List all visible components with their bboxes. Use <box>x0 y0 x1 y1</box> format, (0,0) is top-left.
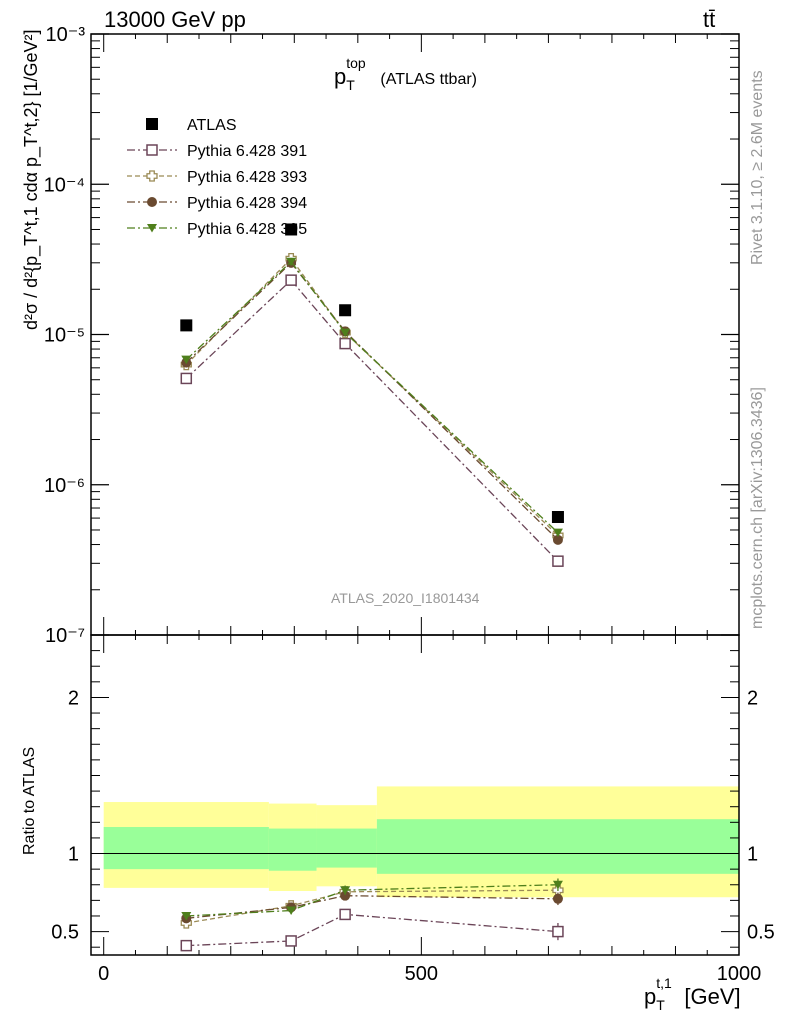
ratio-data-point <box>181 911 192 921</box>
main-data-point <box>551 511 564 524</box>
ratio-ytick-label-right: 2 <box>747 687 758 709</box>
plot-title-sup: top <box>346 55 366 71</box>
ratio-data-point <box>286 906 297 916</box>
ratio-data-point <box>339 908 351 921</box>
plot-title-rest: (ATLAS ttbar) <box>380 71 477 88</box>
ratio-band-green <box>268 828 317 871</box>
xlabel-sup: t,1 <box>656 975 672 991</box>
ratio-data-point <box>552 925 564 938</box>
ratio-series-line <box>186 884 558 917</box>
ratio-series-line <box>186 895 558 919</box>
ratio-ytick-label: 0.5 <box>51 922 79 944</box>
ratio-ytick-label-right: 1 <box>747 844 758 866</box>
process-label: tt̄ <box>703 7 716 32</box>
ratio-xlabel: p t,1 T [GeV] <box>644 976 741 1012</box>
main-series-line <box>185 257 559 536</box>
xlabel-unit: [GeV] <box>684 984 741 1009</box>
xlabel-main: p <box>644 984 657 1009</box>
main-ytick-label: 10⁻³ <box>46 24 86 46</box>
ratio-data-point <box>340 886 351 895</box>
ratio-ytick-label: 2 <box>68 687 79 709</box>
ratio-band-green <box>376 819 739 874</box>
plot-title-main: p <box>334 64 347 89</box>
main-series-line <box>185 260 559 534</box>
main-data-point <box>552 534 563 545</box>
ratio-data-point <box>340 890 351 901</box>
legend-marker <box>146 118 158 130</box>
legend-label: Pythia 6.428 393 <box>187 169 307 186</box>
ratio-data-point <box>552 880 563 890</box>
main-data-point <box>339 304 352 317</box>
main-series-line <box>185 279 559 562</box>
ratio-band-green <box>316 828 377 868</box>
ratio-plot-layer: 0.5 0.5 1 1 2 2 0 500 1000 <box>51 634 775 985</box>
main-ytick-label: 10⁻⁴ <box>44 174 85 196</box>
main-data-point <box>339 337 351 350</box>
legend-label: Pythia 6.428 394 <box>187 195 307 212</box>
main-data-point <box>286 257 297 267</box>
main-data-point <box>552 528 563 538</box>
main-data-point <box>180 319 193 332</box>
legend-marker <box>147 197 157 207</box>
legend-label: ATLAS <box>187 117 237 134</box>
plot-title: p top T (ATLAS ttbar) <box>334 56 477 92</box>
main-ytick-label: 10⁻⁵ <box>44 325 85 347</box>
main-ytick-label: 10⁻⁷ <box>45 625 85 647</box>
xlabel-sub: T <box>656 997 665 1013</box>
main-data-point <box>285 223 298 236</box>
ratio-ytick-label-right: 0.5 <box>747 922 775 944</box>
main-series-line <box>185 261 559 541</box>
ratio-xtick-label: 0 <box>98 963 109 985</box>
main-data-point <box>552 555 564 567</box>
analysis-label: ATLAS_2020_I1801434 <box>331 590 480 606</box>
main-data-point <box>180 372 193 385</box>
ratio-xtick-label: 500 <box>405 963 438 985</box>
energy-label: 13000 GeV pp <box>104 7 246 32</box>
legend-marker <box>146 170 158 182</box>
main-data-point <box>181 355 192 365</box>
ratio-xtick-label: 1000 <box>717 963 762 985</box>
main-data-point <box>285 274 297 286</box>
ratio-data-point <box>552 893 563 904</box>
ratio-frame <box>90 634 740 956</box>
ratio-band-green <box>103 827 269 870</box>
legend-marker <box>146 144 158 156</box>
main-data-point <box>340 328 351 338</box>
ratio-series-line <box>186 913 558 947</box>
ratio-data-point <box>180 939 193 952</box>
plot-title-sub: T <box>346 77 355 93</box>
ratio-ytick-label: 1 <box>68 844 79 866</box>
main-ytick-label: 10⁻⁶ <box>44 475 85 497</box>
legend-label: Pythia 6.428 391 <box>187 143 307 160</box>
ratio-series-line <box>186 889 558 924</box>
legend-marker <box>147 224 157 233</box>
main-plot-layer: 10⁻⁷ 10⁻⁶ 10⁻⁵ 10⁻⁴ 10⁻³ ATLAS Pythia 6.428 39… <box>44 24 740 647</box>
legend-label: Pythia 6.428 395 <box>187 221 307 238</box>
ratio-data-point <box>285 935 297 947</box>
